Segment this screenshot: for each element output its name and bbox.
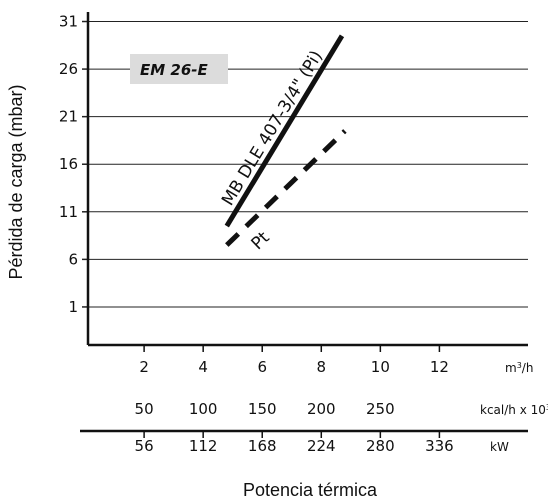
- badge-text: EM 26-E: [140, 61, 208, 79]
- flow-tick-label-4: 10: [371, 358, 390, 376]
- kcal-unit-label: kcal/h x 103: [480, 403, 548, 418]
- x-axes: 2 4 6 8 10 12 m3/h 50 100 150 200 250 kcal/h x 103 56…: [80, 345, 548, 455]
- kw-tick-label-4: 280: [366, 437, 395, 455]
- y-tick-label-6: 6: [68, 250, 78, 268]
- series: MB DLE 407-3/4" (Pi) Pt: [218, 34, 347, 254]
- series-line-0: [224, 34, 345, 228]
- kcal-tick-label-0: 50: [135, 400, 154, 418]
- series-line-1: [225, 129, 347, 247]
- flow-tick-label-5: 12: [430, 358, 449, 376]
- kw-tick-label-1: 112: [189, 437, 218, 455]
- y-tick-label-31: 31: [59, 13, 78, 31]
- badge-background: [130, 54, 228, 84]
- flow-tick-label-0: 2: [139, 358, 149, 376]
- kw-tick-label-2: 168: [248, 437, 277, 455]
- flow-tick-label-1: 4: [198, 358, 208, 376]
- axes: [86, 12, 528, 347]
- kw-unit-label: kW: [490, 440, 509, 454]
- y-axis-title: Pérdida de carga (mbar): [6, 84, 26, 279]
- kw-tick-label-0: 56: [135, 437, 154, 455]
- x-axis-title: Potencia térmica: [243, 480, 378, 500]
- y-tick-label-16: 16: [59, 155, 78, 173]
- kcal-tick-label-1: 100: [189, 400, 218, 418]
- flow-tick-label-3: 8: [317, 358, 327, 376]
- y-tick-label-21: 21: [59, 108, 78, 126]
- kw-tick-label-5: 336: [425, 437, 454, 455]
- chart-badge: EM 26-E: [130, 54, 228, 84]
- kw-tick-label-3: 224: [307, 437, 336, 455]
- kcal-tick-label-2: 150: [248, 400, 277, 418]
- series-label-0: MB DLE 407-3/4" (Pi): [218, 47, 327, 209]
- series-label-1: Pt: [248, 228, 274, 254]
- y-tick-label-11: 11: [59, 203, 78, 221]
- y-tick-label-1: 1: [68, 298, 78, 316]
- kcal-tick-label-3: 200: [307, 400, 336, 418]
- kcal-tick-label-4: 250: [366, 400, 395, 418]
- y-tick-label-26: 26: [59, 60, 78, 78]
- flow-tick-label-2: 6: [257, 358, 267, 376]
- flow-unit-label: m3/h: [505, 361, 533, 376]
